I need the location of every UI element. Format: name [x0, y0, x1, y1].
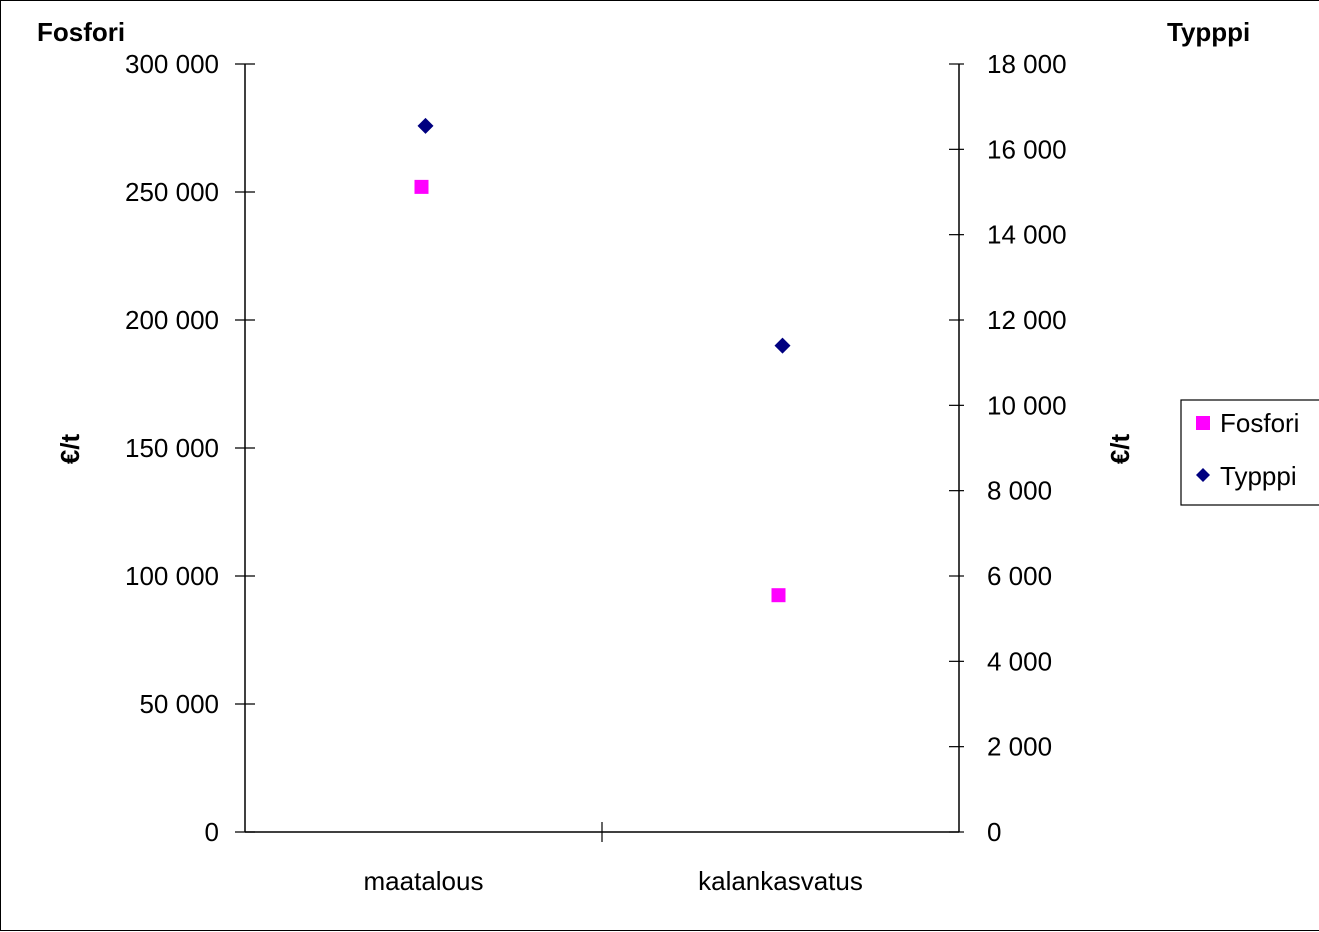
x-axis-ticks: maatalous kalankasvatus: [364, 822, 863, 896]
right-tick-label: 2 000: [987, 732, 1052, 762]
right-tick-label: 12 000: [987, 305, 1067, 335]
point-fosfori: [414, 179, 429, 194]
x-category-label: kalankasvatus: [698, 866, 863, 896]
right-axis-title: Typppi: [1167, 17, 1250, 47]
right-y-ticks: 0 2 000 4 000 6 000 8 000 10 000 12 000 14 000 1…: [949, 49, 1067, 847]
right-tick-label: 14 000: [987, 220, 1067, 250]
left-tick-label: 150 000: [125, 433, 219, 463]
right-tick-label: 6 000: [987, 561, 1052, 591]
left-tick-label: 200 000: [125, 305, 219, 335]
right-tick-label: 16 000: [987, 134, 1067, 164]
left-axis-title: Fosfori: [37, 17, 125, 47]
right-tick-label: 4 000: [987, 646, 1052, 676]
point-fosfori: [771, 588, 786, 603]
left-tick-label: 300 000: [125, 49, 219, 79]
left-tick-label: 0: [205, 817, 219, 847]
data-points: [414, 117, 791, 603]
legend-label-fosfori: Fosfori: [1220, 408, 1299, 438]
legend-swatch-fosfori: [1196, 416, 1210, 430]
legend-swatch-typppi: [1196, 468, 1210, 482]
left-tick-label: 250 000: [125, 177, 219, 207]
left-tick-label: 50 000: [139, 689, 219, 719]
x-category-label: maatalous: [364, 866, 484, 896]
point-typppi: [774, 337, 791, 354]
legend: Fosfori Typppi: [1180, 399, 1319, 506]
left-axis-label: €/t: [55, 433, 85, 464]
right-tick-label: 10 000: [987, 390, 1067, 420]
left-tick-label: 100 000: [125, 561, 219, 591]
point-typppi: [417, 117, 434, 134]
legend-label-typppi: Typppi: [1220, 461, 1297, 491]
right-tick-label: 18 000: [987, 49, 1067, 79]
right-tick-label: 0: [987, 817, 1001, 847]
left-y-ticks: 0 50 000 100 000 150 000 200 000 250 000 300 0…: [125, 49, 255, 847]
right-axis-label: €/t: [1105, 433, 1135, 464]
right-tick-label: 8 000: [987, 476, 1052, 506]
